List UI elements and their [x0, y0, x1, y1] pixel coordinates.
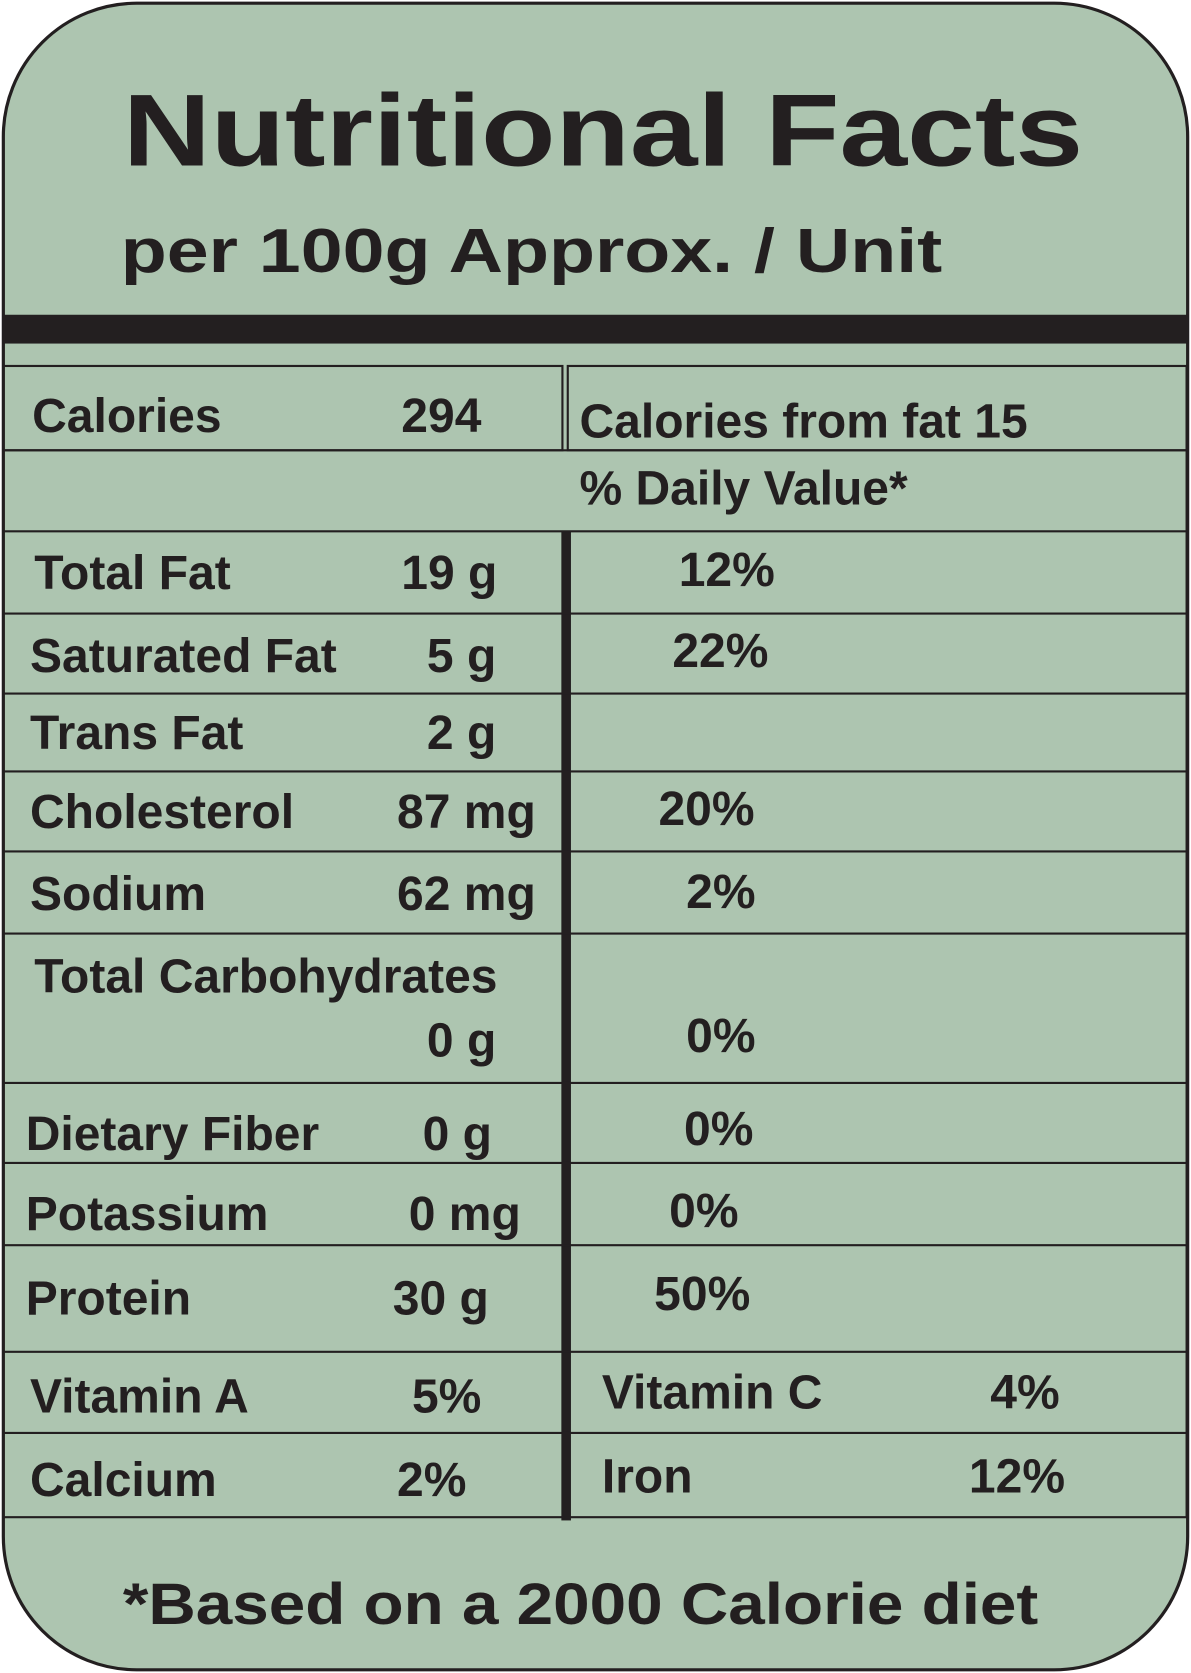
divider-bar: [2, 314, 1189, 344]
nutrient-name: Dietary Fiber: [26, 1108, 319, 1161]
calories-label: Calories: [32, 390, 221, 443]
vitamin-name: Calcium: [30, 1454, 217, 1507]
vitamin-value: 5%: [412, 1371, 481, 1424]
nutrient-daily-value: 0%: [686, 1010, 755, 1063]
vitamin-name: Vitamin A: [30, 1371, 249, 1424]
nutrient-daily-value: 50%: [654, 1268, 750, 1321]
nutrient-name: Total Fat: [34, 547, 230, 600]
nutrient-daily-value: 2%: [686, 866, 755, 919]
nutrient-daily-value: 20%: [658, 783, 754, 836]
vitamin-value: 12%: [969, 1451, 1065, 1504]
nutrient-amount: 0 g: [427, 1014, 496, 1067]
nutrient-amount: 0 g: [423, 1108, 492, 1161]
nutrient-amount: 19 g: [401, 547, 497, 600]
nutrient-daily-value: 0%: [684, 1103, 753, 1156]
subtitle: per 100g Approx. / Unit: [121, 217, 943, 286]
nutrient-amount: 30 g: [393, 1273, 489, 1326]
nutrient-daily-value: 22%: [672, 625, 768, 678]
nutrient-name: Trans Fat: [30, 707, 243, 760]
column-divider: [561, 531, 571, 1521]
vitamin-name: Iron: [602, 1451, 693, 1504]
daily-value-header: % Daily Value*: [579, 463, 907, 516]
nutrient-daily-value: 12%: [679, 544, 775, 597]
nutrient-amount: 2 g: [427, 707, 496, 760]
nutrient-name: Saturated Fat: [30, 630, 337, 683]
nutrient-name: Sodium: [30, 868, 206, 921]
nutrient-amount: 5 g: [427, 630, 496, 683]
vitamin-value: 2%: [397, 1454, 466, 1507]
nutrient-name: Total Carbohydrates: [34, 950, 497, 1003]
nutrient-daily-value: 0%: [669, 1185, 738, 1238]
nutrient-amount: 87 mg: [397, 786, 536, 839]
calories-from-fat: Calories from fat 15: [579, 395, 1027, 448]
nutrient-amount: 62 mg: [397, 868, 536, 921]
vitamin-value: 4%: [990, 1366, 1059, 1419]
calories-value: 294: [401, 390, 481, 443]
nutrient-amount: 0 mg: [409, 1188, 521, 1241]
nutrient-name: Protein: [26, 1273, 191, 1326]
title: Nutritional Facts: [123, 72, 1083, 187]
nutrient-name: Cholesterol: [30, 786, 294, 839]
footer-note: *Based on a 2000 Calorie diet: [123, 1572, 1038, 1637]
nutrient-name: Potassium: [26, 1188, 269, 1241]
vitamin-name: Vitamin C: [602, 1366, 823, 1419]
